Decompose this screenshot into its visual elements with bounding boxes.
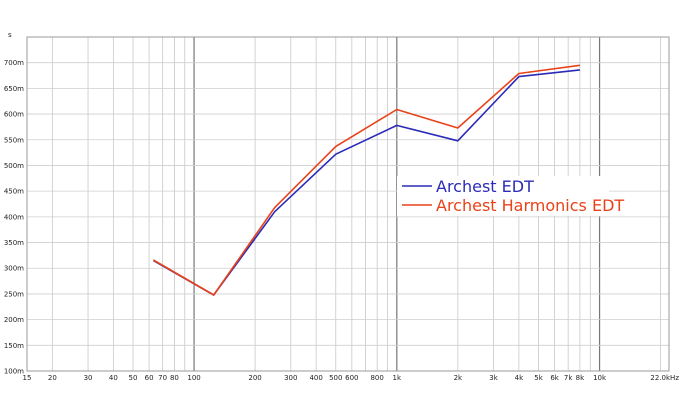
y-tick-label: 100m (4, 368, 24, 376)
series-line-1 (152, 64, 581, 296)
x-tick-label: 7k (564, 374, 573, 382)
x-tick-label: 60 (145, 374, 154, 382)
x-axis-ticks: 15 20 30 40 50 60 70 80 100 200 300 400 500 600 800 1k 2… (23, 374, 680, 382)
x-tick-label: 500 (329, 374, 342, 382)
x-tick-label: 100 (187, 374, 200, 382)
x-tick-label: 6k (550, 374, 559, 382)
x-tick-label: 600 (345, 374, 358, 382)
legend: Archest EDT Archest Harmonics EDT (402, 177, 624, 215)
x-tick-label: 30 (84, 374, 93, 382)
x-tick-label: 300 (284, 374, 297, 382)
x-tick-label: 800 (370, 374, 383, 382)
y-tick-label: 350m (4, 239, 24, 247)
x-tick-label: 20 (48, 374, 57, 382)
legend-label-series-0: Archest EDT (436, 177, 534, 196)
x-tick-label: 22.0kHz (650, 374, 679, 382)
x-tick-label: 5k (534, 374, 543, 382)
y-tick-label: 650m (4, 85, 24, 93)
y-tick-label: 600m (4, 111, 24, 119)
x-tick-label: 80 (170, 374, 179, 382)
x-tick-label: 1k (393, 374, 402, 382)
x-tick-label: 10k (593, 374, 607, 382)
legend-label-series-1: Archest Harmonics EDT (436, 196, 624, 215)
x-tick-label: 50 (129, 374, 138, 382)
x-tick-label: 400 (309, 374, 322, 382)
y-axis-unit: s (8, 31, 12, 39)
y-tick-label: 300m (4, 265, 24, 273)
y-tick-label: 400m (4, 213, 24, 221)
y-tick-label: 700m (4, 59, 24, 67)
y-tick-label: 250m (4, 290, 24, 298)
plot-border (26, 36, 670, 372)
x-tick-label: 70 (158, 374, 167, 382)
x-tick-label: 200 (248, 374, 261, 382)
y-tick-label: 500m (4, 162, 24, 170)
y-tick-label: 200m (4, 316, 24, 324)
x-tick-label: 8k (576, 374, 585, 382)
series-lines (152, 64, 581, 296)
x-tick-label: 3k (489, 374, 498, 382)
legend-box (397, 176, 609, 216)
y-tick-label: 550m (4, 136, 24, 144)
x-tick-label: 15 (23, 374, 32, 382)
x-tick-label: 4k (515, 374, 524, 382)
x-tick-label: 40 (109, 374, 118, 382)
y-axis-ticks: 100m 150m 200m 250m 300m 350m 400m 450m 500m 550m… (4, 59, 24, 375)
y-tick-label: 150m (4, 342, 24, 350)
y-tick-label: 450m (4, 188, 24, 196)
x-tick-label: 2k (454, 374, 463, 382)
